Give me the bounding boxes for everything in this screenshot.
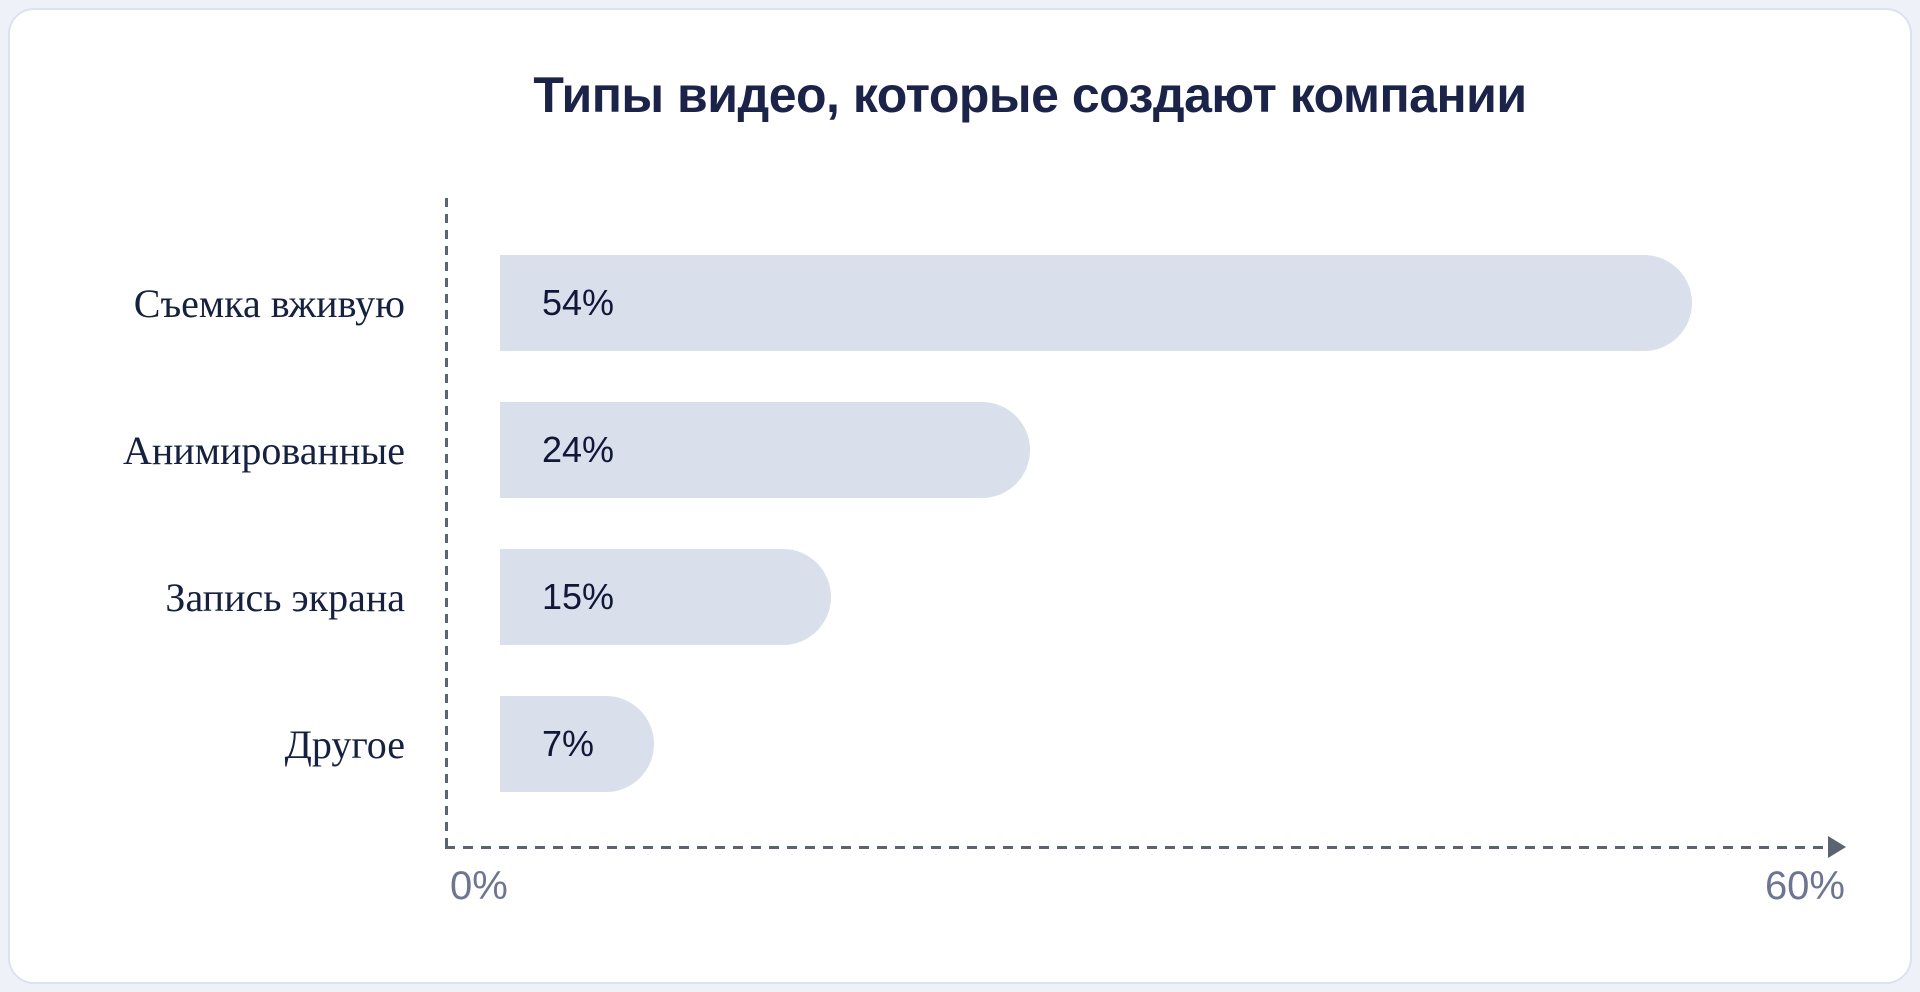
category-label: Съемка вживую: [133, 280, 405, 326]
bar-value-label: 24%: [542, 429, 615, 470]
x-tick-max: 60%: [1764, 864, 1845, 908]
category-label: Другое: [284, 721, 405, 767]
bar-value-label: 15%: [542, 576, 615, 617]
bar: 15%: [500, 549, 831, 645]
category-label: Анимированные: [123, 427, 405, 473]
bar: 54%: [500, 255, 1692, 351]
bar-value-label: 7%: [542, 723, 595, 764]
bar-value-label: 54%: [542, 282, 615, 323]
bar: 7%: [500, 696, 654, 792]
y-axis-dashed-line: [445, 198, 448, 848]
x-axis-arrow-icon: [1828, 836, 1846, 858]
x-axis-dashed-line: [445, 846, 1828, 849]
chart-title: Типы видео, которые создают компании: [533, 67, 1527, 123]
category-label: Запись экрана: [165, 574, 405, 620]
x-tick-min: 0%: [450, 864, 508, 908]
bar: 24%: [500, 402, 1030, 498]
